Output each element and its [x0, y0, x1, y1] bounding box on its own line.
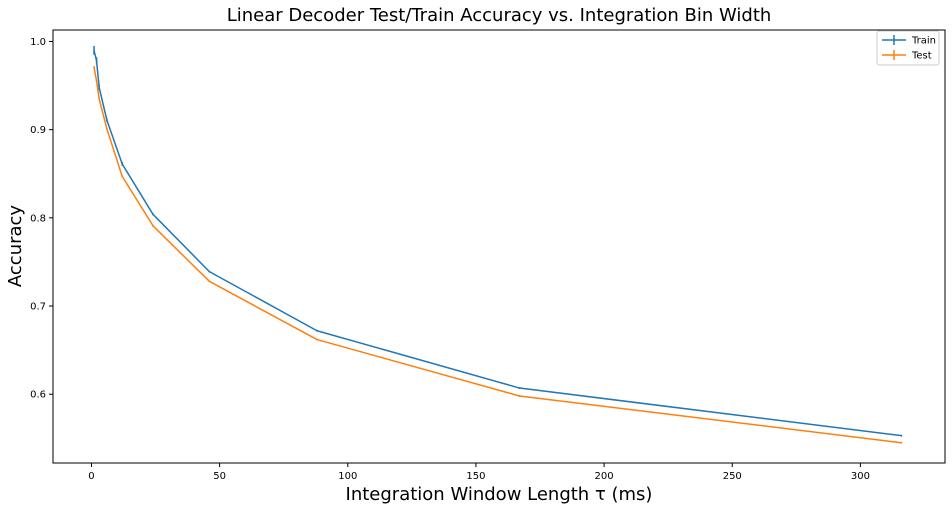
x-axis-label: Integration Window Length τ (ms)	[346, 484, 653, 505]
x-tick-label: 200	[595, 471, 614, 482]
x-tick-label: 300	[851, 471, 870, 482]
legend: Train Test	[876, 30, 940, 66]
test-series-line	[93, 66, 902, 444]
x-tick-label: 0	[88, 471, 94, 482]
x-tick-label: 100	[338, 471, 357, 482]
plot-frame	[52, 29, 946, 464]
train-series-line	[93, 50, 902, 437]
test-legend-label: Test	[911, 51, 932, 62]
y-tick-label: 0.6	[30, 390, 46, 401]
x-axis: 0 50 100 150 200 250 300	[88, 463, 870, 482]
x-tick-label: 250	[723, 471, 742, 482]
x-tick-label: 50	[213, 471, 226, 482]
y-tick-label: 1.0	[30, 37, 46, 48]
x-tick-label: 150	[466, 471, 485, 482]
y-tick-label: 0.8	[30, 213, 46, 224]
chart-title: Linear Decoder Test/Train Accuracy vs. I…	[227, 5, 772, 26]
series-layer	[93, 45, 903, 444]
y-tick-label: 0.7	[30, 302, 46, 313]
train-legend-label: Train	[911, 36, 936, 47]
y-tick-label: 0.9	[30, 125, 46, 136]
y-axis-label: Accuracy	[5, 205, 26, 288]
y-axis: 0.6 0.7 0.8 0.9 1.0	[30, 37, 53, 401]
